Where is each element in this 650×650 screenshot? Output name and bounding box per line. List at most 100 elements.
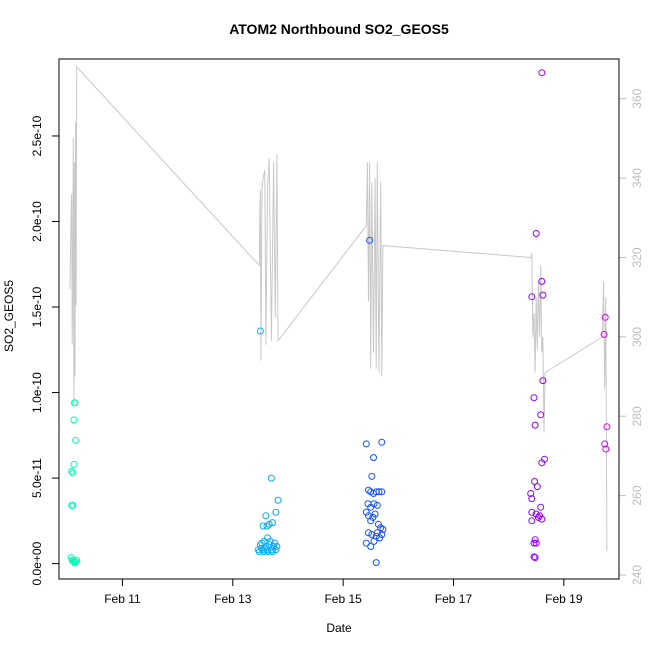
y2-tick-label: 280 [630, 406, 644, 426]
y2-tick-label: 240 [630, 565, 644, 585]
data-point [272, 546, 280, 554]
data-point [365, 486, 372, 494]
data-point [267, 474, 275, 482]
x-tick-label: Feb 15 [324, 592, 362, 606]
data-point [531, 536, 539, 544]
data-point [538, 277, 546, 285]
y-tick-label: 2.5e-10 [30, 115, 44, 156]
data-point [539, 377, 547, 385]
data-point [602, 445, 610, 453]
data-point [530, 553, 538, 561]
data-point [532, 230, 540, 237]
timeseries-line [69, 65, 608, 552]
data-point [531, 554, 539, 562]
data-point [378, 438, 386, 446]
timeseries-line-layer [69, 65, 608, 552]
data-point [528, 495, 536, 503]
data-point [373, 501, 381, 509]
data-point [362, 539, 370, 547]
data-point [262, 512, 270, 520]
plot-frame [58, 58, 620, 580]
x-tick-label: Feb 19 [545, 592, 583, 606]
data-point [72, 436, 80, 444]
data-point [539, 291, 547, 299]
data-point [254, 546, 262, 554]
data-point [537, 503, 545, 511]
x-tick-label: Feb 13 [214, 592, 252, 606]
data-point [378, 488, 386, 496]
y-axis-left: 0.0e+00 5.0e-11 1.0e-10 1.5e-10 2.0e-10 2.5e-… [30, 115, 59, 585]
x-tick-label: Feb 11 [104, 592, 141, 606]
data-point [538, 515, 546, 523]
y2-tick-label: 300 [630, 327, 644, 347]
y2-tick-label: 360 [630, 88, 644, 108]
data-point [269, 519, 276, 527]
y-tick-label: 5.0e-11 [30, 458, 44, 498]
data-point [534, 513, 542, 521]
data-point [527, 490, 535, 497]
y2-tick-label: 260 [630, 485, 644, 505]
data-point [259, 522, 267, 530]
y-tick-label: 1.0e-10 [30, 372, 44, 413]
x-tick-label: Feb 17 [435, 592, 473, 606]
data-point [272, 508, 280, 516]
x-axis-label: Date [326, 621, 352, 635]
data-point [601, 440, 609, 448]
chart-title: ATOM2 Northbound SO2_GEOS5 [229, 21, 449, 37]
data-point [273, 543, 281, 550]
data-point [378, 531, 386, 538]
data-point [269, 548, 276, 556]
data-point [256, 327, 264, 335]
data-point [528, 517, 536, 525]
data-point [73, 556, 81, 564]
y2-tick-label: 340 [630, 168, 644, 188]
data-point [537, 411, 545, 419]
y-tick-label: 0.0e+00 [30, 541, 44, 585]
points-layer [67, 69, 611, 567]
data-point [370, 537, 378, 545]
y-axis-label: SO2_GEOS5 [2, 280, 16, 352]
data-point [373, 529, 381, 537]
data-point [377, 524, 385, 532]
data-point [263, 522, 271, 530]
data-point [69, 501, 77, 509]
data-point [264, 534, 272, 542]
data-point [70, 460, 78, 468]
data-point [532, 539, 540, 547]
data-point [265, 520, 273, 528]
data-point [69, 557, 77, 565]
data-point [533, 483, 541, 491]
data-point [538, 69, 546, 77]
data-point [370, 454, 377, 462]
data-point [68, 467, 76, 475]
data-point [70, 416, 78, 424]
data-point [530, 539, 538, 547]
data-point [264, 548, 272, 556]
x-axis: Feb 11 Feb 13 Feb 15 Feb 17 Feb 19 [104, 579, 583, 606]
data-point [531, 421, 539, 429]
data-point [365, 529, 372, 537]
data-point [530, 394, 538, 402]
data-point [371, 510, 379, 518]
data-point [375, 488, 383, 496]
data-point [538, 459, 546, 467]
data-point [367, 543, 375, 550]
y-tick-label: 1.5e-10 [30, 286, 44, 327]
data-point [603, 423, 611, 431]
data-point [372, 559, 380, 567]
data-point [255, 548, 263, 556]
data-point [72, 558, 80, 566]
y-tick-label: 2.0e-10 [30, 201, 44, 242]
y-axis-right: 240 260 280 300 320 340 360 [619, 88, 644, 585]
data-point [600, 330, 608, 338]
data-point [528, 508, 536, 516]
data-point [366, 236, 374, 244]
data-point [601, 313, 609, 321]
data-point [362, 440, 370, 448]
data-point [528, 293, 536, 301]
data-point [379, 525, 387, 533]
y2-tick-label: 320 [630, 247, 644, 267]
data-point [258, 539, 266, 547]
data-point [370, 500, 378, 508]
